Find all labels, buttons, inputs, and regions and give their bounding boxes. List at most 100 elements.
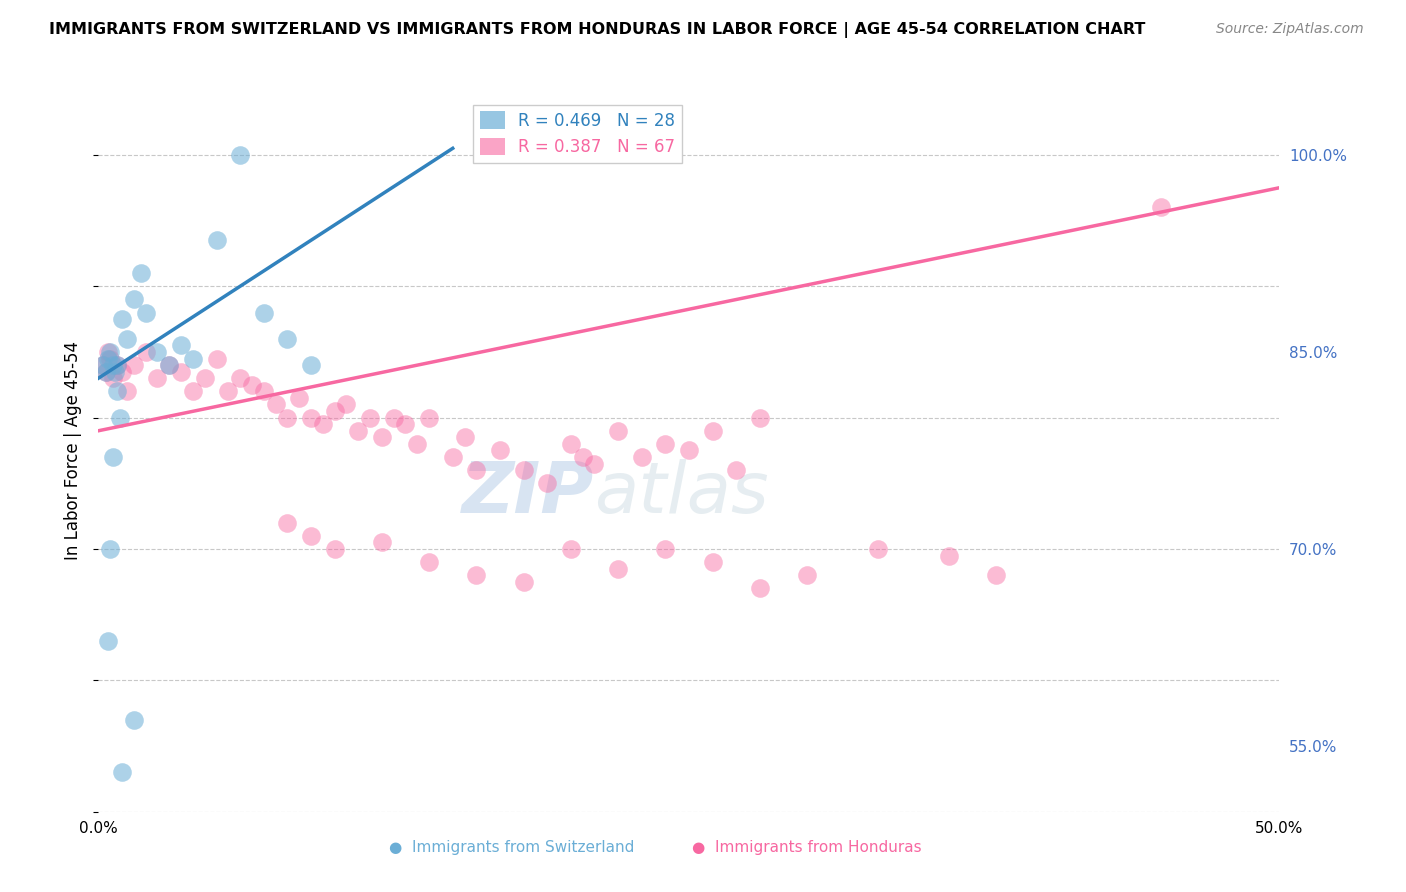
Y-axis label: In Labor Force | Age 45-54: In Labor Force | Age 45-54	[65, 341, 83, 560]
Point	[654, 437, 676, 451]
Point	[630, 450, 652, 464]
Point	[347, 424, 370, 438]
Point	[359, 410, 381, 425]
Point	[583, 457, 606, 471]
Point	[312, 417, 335, 432]
Point	[394, 417, 416, 432]
Point	[560, 541, 582, 556]
Point	[129, 266, 152, 280]
Text: Source: ZipAtlas.com: Source: ZipAtlas.com	[1216, 22, 1364, 37]
Point	[441, 450, 464, 464]
Point	[194, 371, 217, 385]
Text: IMMIGRANTS FROM SWITZERLAND VS IMMIGRANTS FROM HONDURAS IN LABOR FORCE | AGE 45-: IMMIGRANTS FROM SWITZERLAND VS IMMIGRANT…	[49, 22, 1146, 38]
Point	[91, 358, 114, 372]
Point	[98, 541, 121, 556]
Point	[725, 463, 748, 477]
Point	[115, 332, 138, 346]
Point	[122, 713, 145, 727]
Point	[104, 365, 127, 379]
Point	[170, 365, 193, 379]
Point	[512, 574, 534, 589]
Point	[607, 424, 630, 438]
Point	[264, 397, 287, 411]
Point	[98, 351, 121, 366]
Point	[371, 535, 394, 549]
Point	[146, 371, 169, 385]
Point	[796, 568, 818, 582]
Point	[98, 345, 121, 359]
Point	[240, 377, 263, 392]
Point	[702, 555, 724, 569]
Text: ZIP: ZIP	[463, 459, 595, 528]
Point	[276, 332, 298, 346]
Point	[217, 384, 239, 399]
Point	[938, 549, 960, 563]
Point	[97, 634, 120, 648]
Point	[181, 351, 204, 366]
Point	[276, 516, 298, 530]
Point	[101, 371, 124, 385]
Point	[418, 555, 440, 569]
Point	[702, 424, 724, 438]
Point	[607, 562, 630, 576]
Point	[371, 430, 394, 444]
Point	[418, 410, 440, 425]
Point	[253, 384, 276, 399]
Point	[654, 541, 676, 556]
Point	[157, 358, 180, 372]
Point	[288, 391, 311, 405]
Point	[111, 365, 134, 379]
Point	[512, 463, 534, 477]
Point	[115, 384, 138, 399]
Point	[97, 351, 120, 366]
Point	[170, 338, 193, 352]
Text: ●  Immigrants from Honduras: ● Immigrants from Honduras	[692, 840, 922, 855]
Point	[205, 351, 228, 366]
Point	[229, 371, 252, 385]
Text: ●  Immigrants from Switzerland: ● Immigrants from Switzerland	[389, 840, 634, 855]
Point	[984, 568, 1007, 582]
Point	[91, 358, 114, 372]
Point	[111, 765, 134, 780]
Point	[97, 345, 120, 359]
Point	[299, 410, 322, 425]
Point	[135, 345, 157, 359]
Point	[111, 312, 134, 326]
Point	[122, 293, 145, 307]
Text: atlas: atlas	[595, 459, 769, 528]
Point	[253, 305, 276, 319]
Point	[94, 365, 117, 379]
Point	[105, 358, 128, 372]
Point	[748, 582, 770, 596]
Point	[122, 358, 145, 372]
Point	[205, 233, 228, 247]
Point	[489, 443, 512, 458]
Point	[108, 410, 131, 425]
Point	[101, 358, 124, 372]
Point	[146, 345, 169, 359]
Point	[229, 148, 252, 162]
Legend: R = 0.469   N = 28, R = 0.387   N = 67: R = 0.469 N = 28, R = 0.387 N = 67	[472, 104, 682, 162]
Point	[105, 358, 128, 372]
Point	[536, 476, 558, 491]
Point	[678, 443, 700, 458]
Point	[101, 450, 124, 464]
Point	[299, 529, 322, 543]
Point	[323, 541, 346, 556]
Point	[1150, 201, 1173, 215]
Point	[105, 384, 128, 399]
Point	[135, 305, 157, 319]
Point	[299, 358, 322, 372]
Point	[465, 463, 488, 477]
Point	[406, 437, 429, 451]
Point	[276, 410, 298, 425]
Point	[181, 384, 204, 399]
Point	[382, 410, 405, 425]
Point	[453, 430, 475, 444]
Point	[94, 365, 117, 379]
Point	[157, 358, 180, 372]
Point	[866, 541, 889, 556]
Point	[323, 404, 346, 418]
Point	[335, 397, 357, 411]
Point	[560, 437, 582, 451]
